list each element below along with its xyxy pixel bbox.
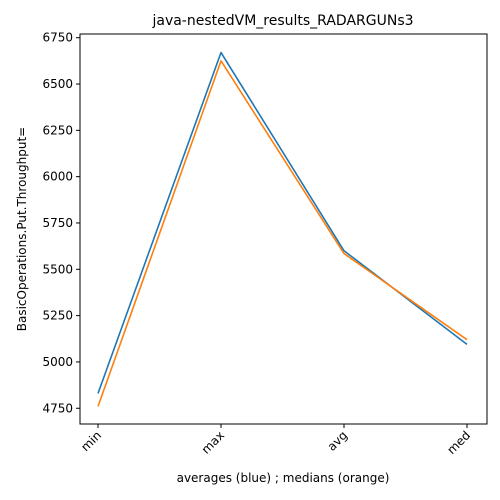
y-tick-label: 6750: [42, 31, 73, 45]
series-line-2: [97, 60, 468, 407]
x-tick-label: med: [444, 428, 473, 457]
x-tick-label: max: [199, 428, 227, 456]
series-layer: [97, 51, 468, 407]
y-tick-label: 6000: [42, 170, 73, 184]
y-axis: 4750 5000 5250 5500 5750 6000 6250 6500 6750: [42, 31, 80, 415]
x-axis-label: averages (blue) ; medians (orange): [177, 471, 390, 485]
x-tick-label: min: [78, 428, 104, 454]
y-tick-label: 4750: [42, 401, 73, 415]
x-axis: min max avg med: [78, 424, 473, 457]
y-tick-label: 6250: [42, 123, 73, 137]
x-tick-label: avg: [325, 428, 351, 454]
y-tick-label: 6500: [42, 77, 73, 91]
y-tick-label: 5250: [42, 309, 73, 323]
y-tick-label: 5750: [42, 216, 73, 230]
y-tick-label: 5500: [42, 262, 73, 276]
plot-area: [79, 33, 488, 425]
y-tick-label: 5000: [42, 355, 73, 369]
chart-title: java-nestedVM_results_RADARGUNs3: [151, 13, 413, 29]
y-axis-label: BasicOperations.Put.Throughput=: [15, 127, 29, 331]
